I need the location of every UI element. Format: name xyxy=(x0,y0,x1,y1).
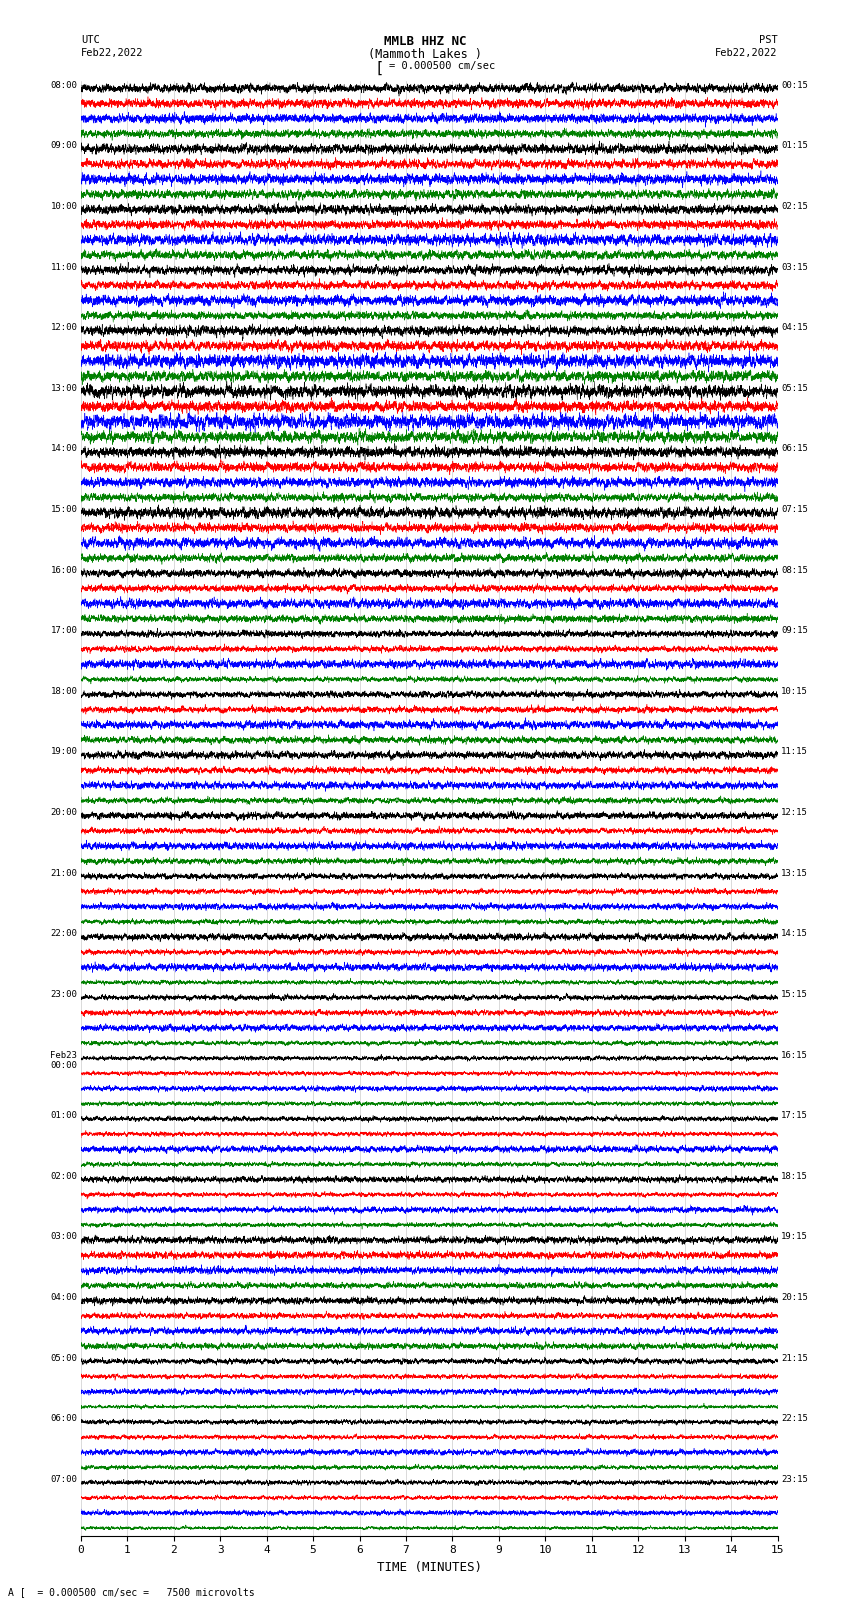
X-axis label: TIME (MINUTES): TIME (MINUTES) xyxy=(377,1561,482,1574)
Text: 08:00: 08:00 xyxy=(50,81,77,90)
Text: 07:15: 07:15 xyxy=(781,505,808,515)
Text: PST: PST xyxy=(759,35,778,45)
Text: 12:00: 12:00 xyxy=(50,323,77,332)
Text: 05:15: 05:15 xyxy=(781,384,808,392)
Text: 19:00: 19:00 xyxy=(50,747,77,756)
Text: 03:15: 03:15 xyxy=(781,263,808,271)
Text: 12:15: 12:15 xyxy=(781,808,808,818)
Text: 16:15: 16:15 xyxy=(781,1050,808,1060)
Text: 03:00: 03:00 xyxy=(50,1232,77,1242)
Text: 07:00: 07:00 xyxy=(50,1474,77,1484)
Text: 13:00: 13:00 xyxy=(50,384,77,392)
Text: 20:15: 20:15 xyxy=(781,1294,808,1302)
Text: (Mammoth Lakes ): (Mammoth Lakes ) xyxy=(368,48,482,61)
Text: 17:00: 17:00 xyxy=(50,626,77,636)
Text: 04:00: 04:00 xyxy=(50,1294,77,1302)
Text: = 0.000500 cm/sec: = 0.000500 cm/sec xyxy=(389,61,496,71)
Text: [: [ xyxy=(374,61,383,76)
Text: 14:00: 14:00 xyxy=(50,444,77,453)
Text: 10:15: 10:15 xyxy=(781,687,808,695)
Text: 13:15: 13:15 xyxy=(781,869,808,877)
Text: 11:00: 11:00 xyxy=(50,263,77,271)
Text: 18:15: 18:15 xyxy=(781,1171,808,1181)
Text: A [  = 0.000500 cm/sec =   7500 microvolts: A [ = 0.000500 cm/sec = 7500 microvolts xyxy=(8,1587,255,1597)
Text: 14:15: 14:15 xyxy=(781,929,808,939)
Text: Feb23
00:00: Feb23 00:00 xyxy=(50,1050,77,1069)
Text: 21:15: 21:15 xyxy=(781,1353,808,1363)
Text: 15:15: 15:15 xyxy=(781,990,808,998)
Text: 01:15: 01:15 xyxy=(781,142,808,150)
Text: 18:00: 18:00 xyxy=(50,687,77,695)
Text: 20:00: 20:00 xyxy=(50,808,77,818)
Text: 19:15: 19:15 xyxy=(781,1232,808,1242)
Text: 15:00: 15:00 xyxy=(50,505,77,515)
Text: 01:00: 01:00 xyxy=(50,1111,77,1119)
Text: 06:00: 06:00 xyxy=(50,1415,77,1423)
Text: 08:15: 08:15 xyxy=(781,566,808,574)
Text: 21:00: 21:00 xyxy=(50,869,77,877)
Text: 23:00: 23:00 xyxy=(50,990,77,998)
Text: 22:15: 22:15 xyxy=(781,1415,808,1423)
Text: 09:15: 09:15 xyxy=(781,626,808,636)
Text: Feb22,2022: Feb22,2022 xyxy=(715,48,778,58)
Text: 23:15: 23:15 xyxy=(781,1474,808,1484)
Text: 17:15: 17:15 xyxy=(781,1111,808,1119)
Text: 00:15: 00:15 xyxy=(781,81,808,90)
Text: MMLB HHZ NC: MMLB HHZ NC xyxy=(383,35,467,48)
Text: 04:15: 04:15 xyxy=(781,323,808,332)
Text: 02:00: 02:00 xyxy=(50,1171,77,1181)
Text: 06:15: 06:15 xyxy=(781,444,808,453)
Text: 22:00: 22:00 xyxy=(50,929,77,939)
Text: 11:15: 11:15 xyxy=(781,747,808,756)
Text: 02:15: 02:15 xyxy=(781,202,808,211)
Text: 05:00: 05:00 xyxy=(50,1353,77,1363)
Text: 09:00: 09:00 xyxy=(50,142,77,150)
Text: Feb22,2022: Feb22,2022 xyxy=(81,48,144,58)
Text: UTC: UTC xyxy=(81,35,99,45)
Text: 16:00: 16:00 xyxy=(50,566,77,574)
Text: 10:00: 10:00 xyxy=(50,202,77,211)
